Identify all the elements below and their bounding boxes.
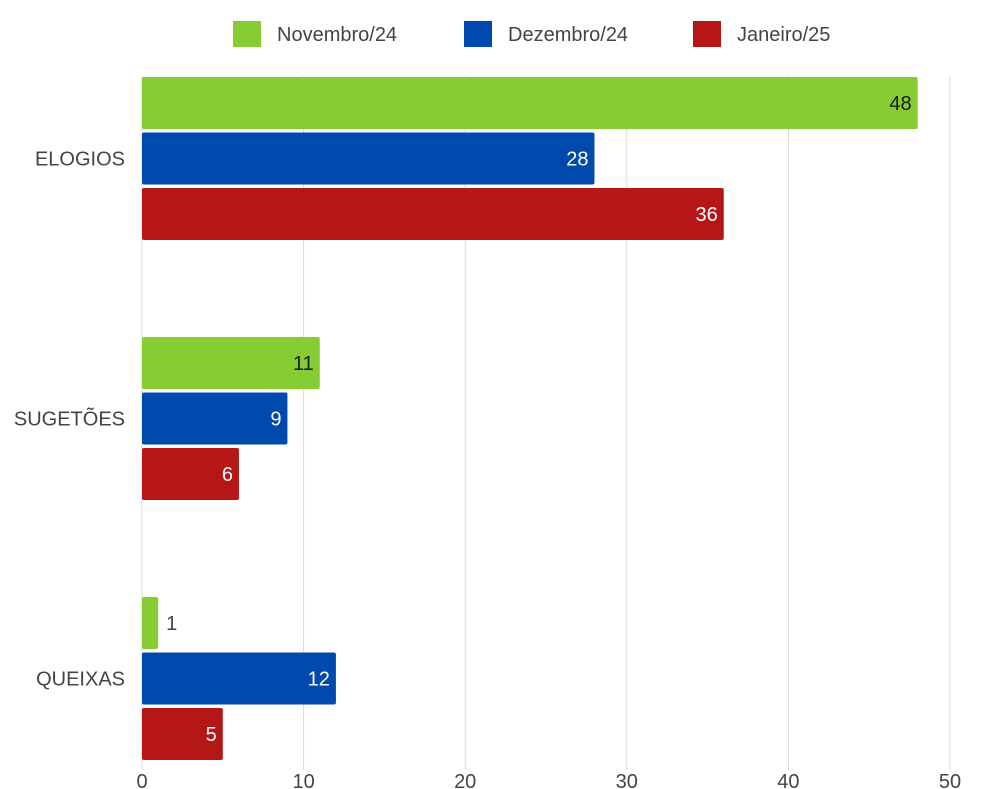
bar-value-label: 1: [166, 613, 177, 635]
bar: [142, 132, 595, 185]
bars: [142, 77, 918, 760]
x-tick-label: 0: [136, 771, 147, 789]
bar-value-labels: 48 28 36 11 9 6 1 12 5: [166, 93, 912, 746]
legend-swatch: [233, 21, 261, 47]
bar-value-label: 36: [696, 204, 718, 226]
bar: [142, 337, 320, 389]
bar: [142, 708, 223, 760]
legend-swatch: [693, 21, 721, 47]
legend-label: Novembro/24: [277, 24, 397, 46]
bar: [142, 392, 288, 445]
category-label: QUEIXAS: [36, 669, 125, 691]
category-label: SUGETÕES: [14, 407, 125, 431]
bar-value-label: 48: [889, 93, 911, 115]
bar-value-label: 11: [293, 353, 314, 375]
legend-swatch: [464, 21, 492, 47]
bar: [142, 448, 239, 500]
bar: [142, 597, 159, 649]
bar-value-label: 12: [308, 669, 330, 691]
x-tick-label: 10: [292, 771, 314, 789]
category-label: ELOGIOS: [35, 149, 125, 171]
x-tick-label: 40: [777, 771, 799, 789]
bar: [142, 652, 336, 705]
x-tick-label: 20: [454, 771, 476, 789]
bar: [142, 77, 918, 129]
x-tick-label: 30: [616, 771, 638, 789]
bar-value-label: 6: [222, 464, 233, 486]
x-tick-label: 50: [939, 771, 961, 789]
bar-value-label: 5: [206, 724, 217, 746]
x-tick-labels: 0 10 20 30 40 50: [136, 771, 961, 789]
bar-value-label: 28: [566, 149, 588, 171]
legend: Novembro/24 Dezembro/24 Janeiro/25: [233, 21, 830, 47]
category-labels: ELOGIOS SUGETÕES QUEIXAS: [14, 149, 125, 691]
bar: [142, 188, 724, 240]
bar-value-label: 9: [270, 409, 281, 431]
legend-label: Janeiro/25: [737, 24, 830, 46]
legend-label: Dezembro/24: [508, 24, 628, 46]
